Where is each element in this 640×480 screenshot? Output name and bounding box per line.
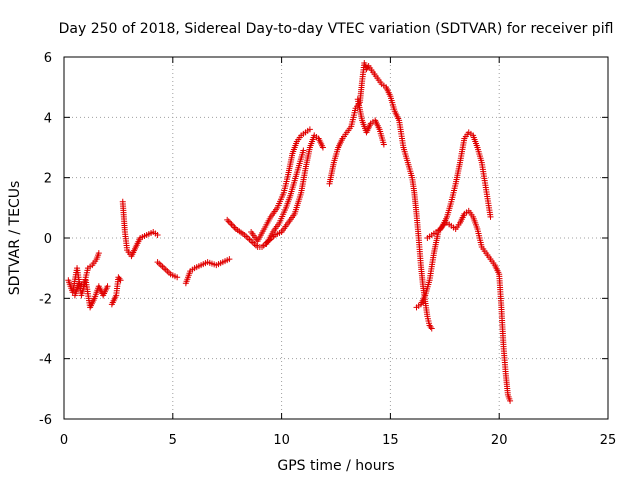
chart-title: Day 250 of 2018, Sidereal Day-to-day VTE… — [59, 21, 614, 37]
y-tick-label: 4 — [44, 111, 52, 126]
y-tick-label: -4 — [39, 353, 52, 368]
data-point — [306, 126, 313, 133]
data-point — [441, 219, 448, 226]
data-point — [228, 221, 235, 228]
data-point — [95, 250, 102, 257]
axis-tick-labels: 0 5 10 15 20 25 -6 -4 -2 0 2 4 6 — [39, 51, 616, 448]
data-point — [319, 144, 326, 151]
data-point — [174, 274, 181, 281]
data-point — [507, 397, 514, 404]
x-tick-label: 25 — [600, 433, 617, 448]
y-tick-label: 0 — [44, 232, 52, 247]
y-axis-label: SDTVAR / TECUs — [7, 181, 23, 296]
x-axis-label: GPS time / hours — [277, 458, 394, 474]
data-point — [300, 147, 307, 154]
data-point — [231, 224, 238, 231]
data-point — [230, 222, 237, 229]
y-tick-label: -6 — [39, 413, 52, 428]
grid-lines — [64, 57, 608, 419]
x-tick-label: 15 — [382, 433, 399, 448]
data-point — [225, 218, 232, 225]
axis-ticks — [63, 56, 609, 420]
data-point — [104, 283, 111, 290]
x-tick-label: 5 — [169, 433, 177, 448]
data-point — [380, 141, 387, 148]
data-point — [227, 219, 234, 226]
x-tick-label: 20 — [491, 433, 508, 448]
data-points — [65, 60, 514, 404]
y-tick-label: 2 — [44, 172, 52, 187]
data-point — [226, 256, 233, 263]
x-tick-label: 0 — [60, 433, 68, 448]
data-point — [154, 231, 161, 238]
data-point — [117, 277, 124, 284]
x-tick-label: 10 — [273, 433, 290, 448]
y-tick-label: -2 — [39, 292, 52, 307]
data-point — [487, 213, 494, 220]
y-tick-label: 6 — [44, 51, 52, 66]
data-point — [224, 216, 231, 223]
data-point — [428, 325, 435, 332]
